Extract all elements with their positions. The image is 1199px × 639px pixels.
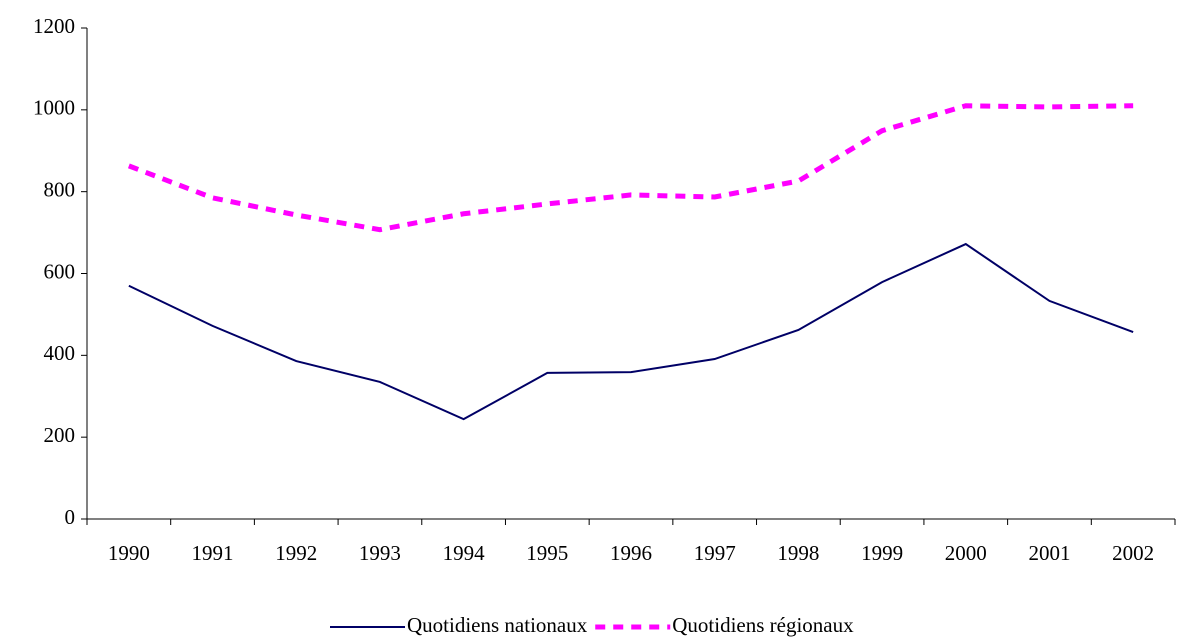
x-tick-label: 2000 <box>945 541 987 565</box>
x-tick-label: 1994 <box>443 541 486 565</box>
y-tick-label: 200 <box>44 423 76 447</box>
x-tick-label: 1996 <box>610 541 652 565</box>
x-tick-label: 1991 <box>192 541 234 565</box>
x-tick-label: 1993 <box>359 541 401 565</box>
x-tick-label: 1997 <box>694 541 736 565</box>
y-tick-label: 1200 <box>33 14 75 38</box>
x-tick-label: 1992 <box>275 541 317 565</box>
x-tick-label: 1998 <box>777 541 819 565</box>
legend-label: Quotidiens nationaux <box>407 613 588 637</box>
line-series <box>127 103 1134 233</box>
y-tick-label: 600 <box>44 259 76 283</box>
x-tick-label: 1999 <box>861 541 903 565</box>
x-tick-label: 1990 <box>108 541 150 565</box>
legend-label: Quotidiens régionaux <box>672 613 854 637</box>
y-tick-label: 1000 <box>33 96 75 120</box>
y-tick-label: 400 <box>44 341 76 365</box>
line-series <box>128 242 1134 421</box>
y-tick-label: 800 <box>44 177 76 201</box>
x-tick-label: 1995 <box>526 541 568 565</box>
x-tick-label: 2002 <box>1112 541 1154 565</box>
x-tick-label: 2001 <box>1028 541 1070 565</box>
y-tick-label: 0 <box>65 505 76 529</box>
